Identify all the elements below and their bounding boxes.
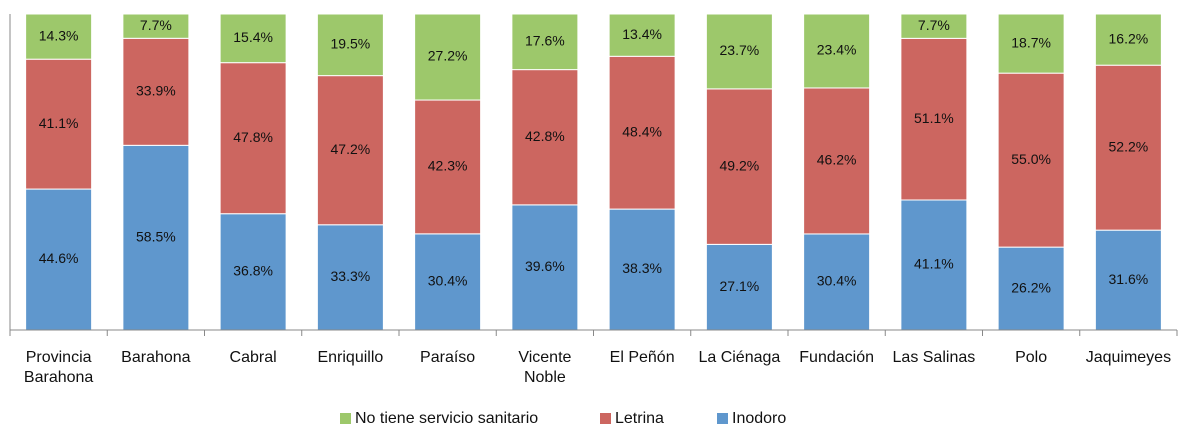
x-tick-label: La Ciénaga: [698, 349, 781, 366]
data-label: 23.4%: [817, 42, 857, 58]
legend-swatch: [717, 413, 728, 424]
data-label: 30.4%: [428, 273, 468, 289]
legend-swatch: [340, 413, 351, 424]
data-label: 16.2%: [1109, 30, 1149, 46]
data-label: 17.6%: [525, 33, 565, 49]
bar-segment: [803, 87, 871, 235]
data-label: 31.6%: [1109, 271, 1149, 287]
data-label: 15.4%: [233, 29, 273, 45]
bar-segment: [997, 13, 1065, 74]
data-label: 18.7%: [1011, 34, 1051, 50]
data-label: 41.1%: [914, 256, 954, 272]
data-label: 52.2%: [1109, 138, 1149, 154]
data-label: 26.2%: [1011, 279, 1051, 295]
bar-segment: [219, 13, 287, 64]
bar-segment: [705, 88, 773, 245]
data-label: 7.7%: [140, 17, 172, 33]
bar-segment: [705, 243, 773, 331]
bar-segment: [997, 246, 1065, 331]
bar-segment: [25, 58, 93, 190]
bar-segment: [414, 99, 482, 235]
bar-segment: [316, 13, 384, 77]
bar-segment: [900, 37, 968, 201]
x-tick-label: El Peñón: [609, 349, 675, 366]
bar-segment: [511, 69, 579, 206]
bar-segment: [414, 13, 482, 101]
bar-segment: [1094, 13, 1162, 66]
data-label: 44.6%: [39, 250, 79, 266]
bar-segment: [1094, 229, 1162, 331]
data-label: 42.3%: [428, 158, 468, 174]
bar-segment: [122, 37, 190, 146]
bar-segment: [900, 13, 968, 39]
data-label: 48.4%: [622, 123, 662, 139]
data-label: 41.1%: [39, 115, 79, 131]
data-label: 30.4%: [817, 273, 857, 289]
legend-item: Letrina: [600, 410, 664, 428]
data-label: 51.1%: [914, 110, 954, 126]
bar-segment: [608, 208, 676, 331]
data-label: 46.2%: [817, 152, 857, 168]
legend-item: Inodoro: [717, 410, 786, 428]
data-label: 55.0%: [1011, 151, 1051, 167]
x-tick-label: Jaquimeyes: [1085, 349, 1172, 366]
data-label: 33.3%: [331, 268, 371, 284]
x-tick-label: Barahona: [121, 349, 191, 366]
bar-segment: [219, 213, 287, 331]
x-tick-label: Provincia Barahona: [23, 349, 94, 386]
bar-segment: [803, 13, 871, 89]
legend-label: No tiene servicio sanitario: [355, 410, 539, 427]
x-tick-label: Fundación: [799, 349, 874, 366]
bar-segment: [608, 55, 676, 210]
data-label: 33.9%: [136, 83, 176, 99]
bar-segment: [316, 224, 384, 331]
x-tick-label: Cabral: [229, 349, 277, 366]
data-label: 42.8%: [525, 128, 565, 144]
bar-segment: [511, 13, 579, 71]
legend-label: Letrina: [615, 410, 664, 427]
bar-segment: [219, 62, 287, 215]
bar-segment: [122, 13, 190, 39]
data-label: 7.7%: [918, 17, 950, 33]
x-tick-label: Enriquillo: [317, 349, 384, 366]
bar-segment: [316, 75, 384, 226]
legend-label: Inodoro: [732, 410, 787, 427]
x-tick-label: Las Salinas: [892, 349, 976, 366]
data-label: 39.6%: [525, 258, 565, 274]
data-label: 13.4%: [622, 26, 662, 42]
bar-segment: [511, 204, 579, 331]
bar-segment: [414, 233, 482, 331]
data-label: 58.5%: [136, 228, 176, 244]
bar-segment: [705, 13, 773, 90]
x-tick-label: Polo: [1015, 349, 1048, 366]
data-label: 19.5%: [331, 36, 371, 52]
data-label: 47.8%: [233, 129, 273, 145]
bar-segment: [608, 13, 676, 57]
x-tick-label: Paraíso: [420, 349, 476, 366]
data-label: 27.2%: [428, 48, 468, 64]
data-label: 14.3%: [39, 27, 79, 43]
x-tick-label: Vicente Noble: [518, 349, 572, 386]
bar-segment: [900, 199, 968, 331]
data-label: 38.3%: [622, 260, 662, 276]
data-label: 27.1%: [720, 278, 760, 294]
legend-swatch: [600, 413, 611, 424]
bar-segment: [1094, 64, 1162, 231]
data-label: 49.2%: [720, 157, 760, 173]
data-label: 47.2%: [331, 141, 371, 157]
bar-segment: [25, 13, 93, 60]
bar-segment: [25, 188, 93, 331]
data-label: 36.8%: [233, 263, 273, 279]
data-label: 23.7%: [720, 42, 760, 58]
legend-item: No tiene servicio sanitario: [340, 410, 538, 428]
